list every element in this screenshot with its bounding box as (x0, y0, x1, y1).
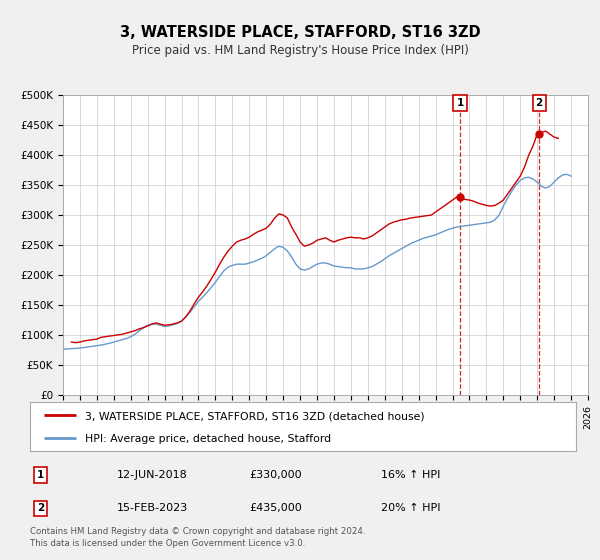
Text: 3, WATERSIDE PLACE, STAFFORD, ST16 3ZD (detached house): 3, WATERSIDE PLACE, STAFFORD, ST16 3ZD (… (85, 411, 424, 421)
Text: 1: 1 (457, 98, 464, 108)
Text: 3, WATERSIDE PLACE, STAFFORD, ST16 3ZD: 3, WATERSIDE PLACE, STAFFORD, ST16 3ZD (119, 25, 481, 40)
Text: HPI: Average price, detached house, Stafford: HPI: Average price, detached house, Staf… (85, 435, 331, 445)
Text: 1: 1 (37, 470, 44, 480)
Text: 15-FEB-2023: 15-FEB-2023 (117, 503, 188, 514)
Text: Contains HM Land Registry data © Crown copyright and database right 2024.
This d: Contains HM Land Registry data © Crown c… (30, 527, 365, 548)
Text: 12-JUN-2018: 12-JUN-2018 (117, 470, 188, 480)
Text: £435,000: £435,000 (249, 503, 302, 514)
Text: 2: 2 (536, 98, 543, 108)
Text: 2: 2 (37, 503, 44, 514)
Text: 20% ↑ HPI: 20% ↑ HPI (381, 503, 440, 514)
Text: £330,000: £330,000 (249, 470, 302, 480)
Text: 16% ↑ HPI: 16% ↑ HPI (381, 470, 440, 480)
Text: Price paid vs. HM Land Registry's House Price Index (HPI): Price paid vs. HM Land Registry's House … (131, 44, 469, 57)
